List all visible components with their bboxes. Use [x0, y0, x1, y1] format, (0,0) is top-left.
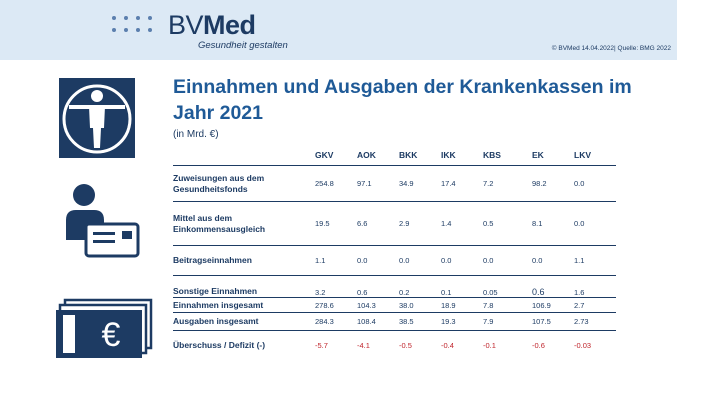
table-cell: 34.9: [399, 165, 441, 202]
table-cell: 19.5: [315, 201, 357, 246]
table-cell: 2.73: [574, 312, 616, 331]
table-cell: 108.4: [357, 312, 399, 331]
unit-note: (in Mrd. €): [173, 129, 219, 140]
header-blank: [173, 145, 315, 166]
table-cell: 19.3: [441, 312, 483, 331]
table-cell: 98.2: [532, 165, 574, 202]
table-cell: 18.9: [441, 297, 483, 313]
insured-person-card-icon: [62, 180, 142, 260]
table-cell: -0.03: [574, 330, 616, 361]
finance-table: GKV AOK BKK IKK KBS EK LKV Zuweisungen a…: [173, 145, 616, 361]
table-cell: 0.6: [357, 275, 399, 298]
table-cell: 0.5: [483, 201, 532, 246]
euro-banknotes-icon: €: [55, 298, 155, 360]
row-label: Einnahmen insgesamt: [173, 297, 315, 313]
bvmed-logo: BVMed: [168, 10, 256, 41]
table-cell: 17.4: [441, 165, 483, 202]
table-cell: 0.0: [532, 245, 574, 276]
row-label: Sonstige Einnahmen: [173, 275, 315, 298]
source-note: © BVMed 14.04.2022| Quelle: BMG 2022: [551, 45, 671, 52]
column-header: AOK: [357, 150, 376, 160]
table-cell: 38.5: [399, 312, 441, 331]
table-cell: 0.2: [399, 275, 441, 298]
table-row: Überschuss / Defizit (-) -5.7 -4.1 -0.5 …: [173, 330, 616, 361]
table-row: Beitragseinnahmen 1.1 0.0 0.0 0.0 0.0 0.…: [173, 245, 616, 276]
column-header: LKV: [574, 150, 591, 160]
table-cell: -4.1: [357, 330, 399, 361]
table-cell: 284.3: [315, 312, 357, 331]
vitruvian-man-icon: [57, 76, 137, 161]
table-cell: -0.5: [399, 330, 441, 361]
column-header: GKV: [315, 150, 334, 160]
table-cell: 107.5: [532, 312, 574, 331]
table-cell: 6.6: [357, 201, 399, 246]
table-cell: 0.6: [532, 275, 574, 298]
row-label: Ausgaben insgesamt: [173, 312, 315, 331]
table-row: Sonstige Einnahmen 3.2 0.6 0.2 0.1 0.05 …: [173, 275, 616, 298]
logo-dots-icon: [112, 14, 164, 38]
logo-suffix: Med: [203, 10, 256, 40]
table-cell: 104.3: [357, 297, 399, 313]
row-label: Beitragseinnahmen: [173, 245, 315, 276]
table-cell: -0.6: [532, 330, 574, 361]
table-cell: 1.4: [441, 201, 483, 246]
table-cell: 0.0: [574, 165, 616, 202]
column-header: EK: [532, 150, 544, 160]
row-label: Zuweisungen aus dem Gesundheitsfonds: [173, 165, 315, 202]
table-row: Ausgaben insgesamt 284.3 108.4 38.5 19.3…: [173, 312, 616, 331]
table-cell: 1.6: [574, 275, 616, 298]
row-label: Mittel aus dem Einkommensausgleich: [173, 201, 315, 246]
table-row: Einnahmen insgesamt 278.6 104.3 38.0 18.…: [173, 297, 616, 313]
table-cell: 278.6: [315, 297, 357, 313]
table-row: Zuweisungen aus dem Gesundheitsfonds 254…: [173, 165, 616, 202]
svg-text:€: €: [102, 316, 121, 354]
table-cell: 1.1: [315, 245, 357, 276]
table-cell: 0.05: [483, 275, 532, 298]
table-cell: 7.9: [483, 312, 532, 331]
logo-prefix: BV: [168, 10, 204, 40]
table-cell: 0.0: [357, 245, 399, 276]
table-cell: 1.1: [574, 245, 616, 276]
table-cell: 7.8: [483, 297, 532, 313]
row-label: Überschuss / Defizit (-): [173, 330, 315, 361]
table-cell: 3.2: [315, 275, 357, 298]
table-cell: 0.1: [441, 275, 483, 298]
table-cell: 7.2: [483, 165, 532, 202]
column-header: BKK: [399, 150, 418, 160]
table-cell: 2.7: [574, 297, 616, 313]
table-cell: 0.0: [399, 245, 441, 276]
header-banner: BVMed Gesundheit gestalten © BVMed 14.04…: [0, 0, 677, 60]
table-cell: -0.1: [483, 330, 532, 361]
table-header-row: GKV AOK BKK IKK KBS EK LKV: [173, 145, 616, 166]
logo-tagline: Gesundheit gestalten: [198, 40, 288, 51]
table-cell: 0.0: [574, 201, 616, 246]
page-title: Einnahmen und Ausgaben der Krankenkassen…: [173, 76, 632, 124]
column-header: IKK: [441, 150, 456, 160]
table-cell: -0.4: [441, 330, 483, 361]
table-cell: 97.1: [357, 165, 399, 202]
table-row: Mittel aus dem Einkommensausgleich 19.5 …: [173, 201, 616, 246]
table-cell: 0.0: [441, 245, 483, 276]
table-cell: 2.9: [399, 201, 441, 246]
table-cell: 8.1: [532, 201, 574, 246]
table-cell: 106.9: [532, 297, 574, 313]
column-header: KBS: [483, 150, 501, 160]
table-cell: 38.0: [399, 297, 441, 313]
table-cell: 254.8: [315, 165, 357, 202]
table-cell: -5.7: [315, 330, 357, 361]
table-cell: 0.0: [483, 245, 532, 276]
